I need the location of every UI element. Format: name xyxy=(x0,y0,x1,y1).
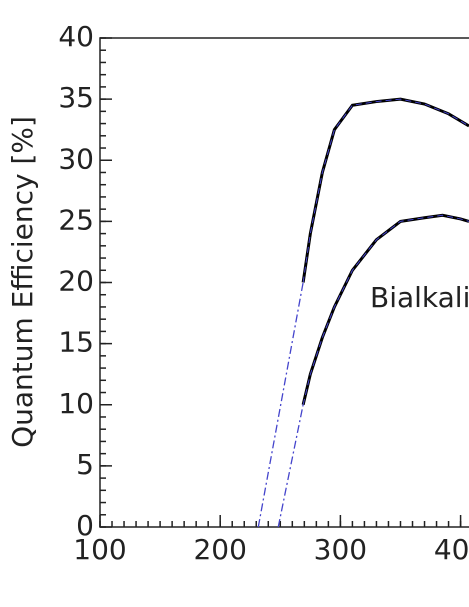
y-tick-label: 40 xyxy=(58,20,94,53)
y-tick-label: 5 xyxy=(76,448,94,481)
x-tick-label: 300 xyxy=(314,533,367,566)
extrapolated-line xyxy=(277,404,304,528)
x-tick-label: 400 xyxy=(434,533,469,566)
y-tick-label: 15 xyxy=(58,326,94,359)
data-line-overlay xyxy=(302,98,469,283)
data-line xyxy=(301,97,469,283)
extrapolated-line xyxy=(257,282,304,528)
y-axis-label: Quantum Efficiency [%] xyxy=(6,116,39,448)
y-tick-label: 10 xyxy=(58,387,94,420)
y-tick-label: 0 xyxy=(76,509,94,542)
y-tick-label: 35 xyxy=(58,81,94,114)
annotation: Bialkali xyxy=(370,281,469,314)
y-tick-label: 20 xyxy=(58,265,94,298)
data-line-overlay xyxy=(302,214,469,405)
x-tick-label: 200 xyxy=(193,533,246,566)
x-tick-label: 100 xyxy=(73,533,126,566)
y-tick-label: 30 xyxy=(58,142,94,175)
y-tick-label: 25 xyxy=(58,203,94,236)
